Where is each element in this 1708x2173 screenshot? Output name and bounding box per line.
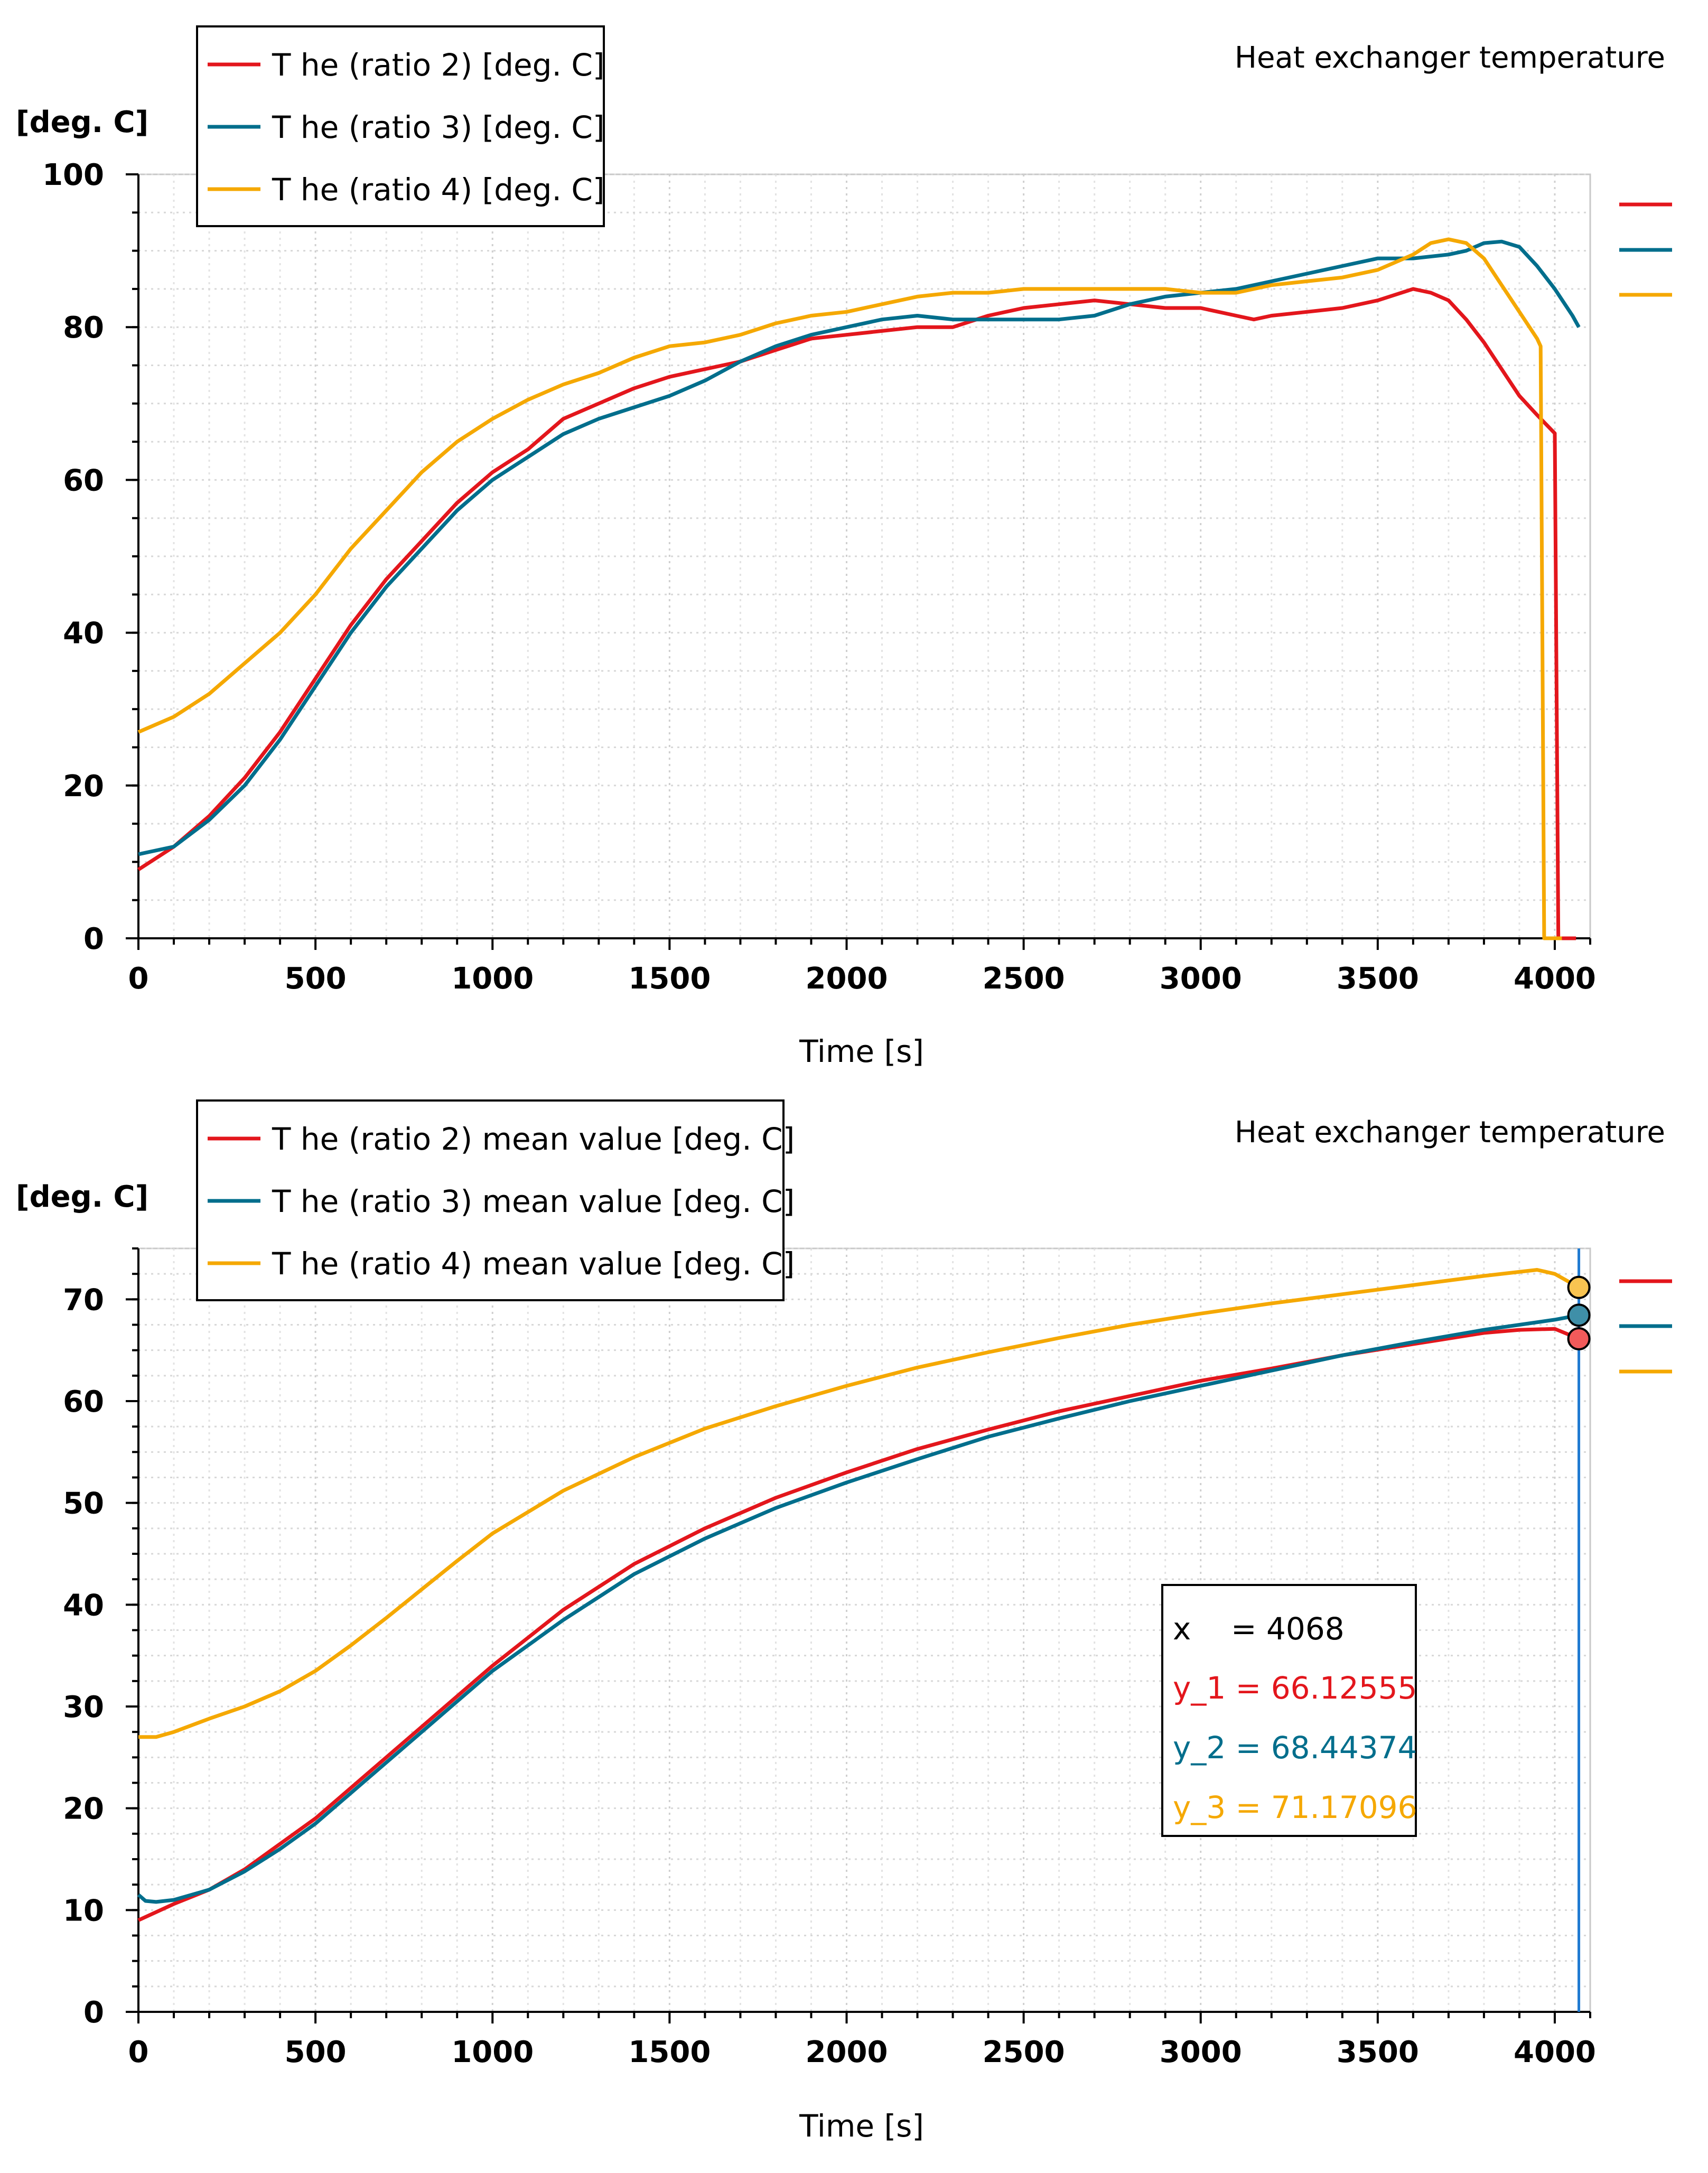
- x-tick-label: 3500: [1337, 962, 1419, 996]
- chart-1-legend: T he (ratio 2) [deg. C] T he (ratio 3) […: [196, 25, 605, 227]
- x-tick-label: 0: [128, 2035, 149, 2069]
- chart-2-x-label: Time [s]: [799, 2108, 924, 2144]
- chart-1-grid: [137, 173, 1591, 939]
- legend-label-ratio-2: T he (ratio 2) [deg. C]: [272, 47, 604, 83]
- x-tick-label: 4000: [1514, 2035, 1596, 2069]
- legend-label-ratio-3: T he (ratio 3) [deg. C]: [272, 109, 604, 145]
- cursor-readout-box: [1161, 1584, 1417, 1837]
- chart-2-axes: 0 500 1000 1500 2000 2500 3000 3500 4000 0 10 20 30 4…: [63, 1247, 1596, 2069]
- cursor-y1-value: y_1 = 66.12555: [1173, 1670, 1417, 1706]
- y-tick-label: 20: [63, 1792, 104, 1826]
- y-tick-label: 40: [63, 1588, 104, 1622]
- y-tick-label: 0: [83, 922, 104, 956]
- x-tick-label: 0: [128, 962, 149, 996]
- cursor-dot-ratio-4[interactable]: [1567, 1275, 1591, 1299]
- legend-box: [196, 1099, 785, 1301]
- cursor-y2-value: y_2 = 68.44374: [1173, 1730, 1417, 1766]
- x-tick-label: 2000: [806, 962, 888, 996]
- y-tick-label: 50: [63, 1487, 104, 1521]
- chart-2-legend: T he (ratio 2) mean value [deg. C] T he …: [196, 1099, 795, 1301]
- y-tick-label: 60: [63, 463, 104, 498]
- y-tick-label: 10: [63, 1894, 104, 1928]
- series-line-ratio-4-mean: [138, 1268, 1580, 1739]
- y-tick-label: 100: [42, 158, 104, 192]
- y-tick-label: 70: [63, 1283, 104, 1317]
- chart-1-x-label: Time [s]: [799, 1033, 924, 1069]
- series-line-ratio-3-mean: [137, 1313, 1580, 1904]
- chart-2: Heat exchanger temperature [deg. C] Time…: [16, 1099, 1672, 2144]
- x-tick-label: 3000: [1160, 962, 1242, 996]
- y-tick-label: 40: [63, 617, 104, 651]
- x-tick-label: 3000: [1160, 2035, 1242, 2069]
- legend-label-ratio-2-mean: T he (ratio 2) mean value [deg. C]: [272, 1121, 795, 1157]
- x-tick-label: 1500: [628, 962, 711, 996]
- chart-1-axes: 0 500 1000 1500 2000 2500 3000 3500 4000 0 20 40 60 8…: [42, 158, 1596, 996]
- chart-1: Heat exchanger temperature [deg. C] Time…: [16, 25, 1672, 1069]
- cursor-x-label: x: [1173, 1611, 1191, 1647]
- chart-1-y-label: [deg. C]: [16, 105, 148, 139]
- chart-2-plot[interactable]: [137, 1248, 1591, 2012]
- legend-box: [196, 25, 605, 227]
- legend-label-ratio-4-mean: T he (ratio 4) mean value [deg. C]: [272, 1246, 795, 1282]
- cursor-dot-ratio-3[interactable]: [1567, 1303, 1591, 1327]
- x-tick-label: 3500: [1337, 2035, 1419, 2069]
- y-tick-label: 80: [63, 311, 104, 345]
- cursor-x-value: = 4068: [1231, 1611, 1345, 1647]
- legend-label-ratio-4: T he (ratio 4) [deg. C]: [272, 172, 604, 208]
- y-tick-label: 0: [83, 1995, 104, 2030]
- legend-label-ratio-3-mean: T he (ratio 3) mean value [deg. C]: [272, 1183, 795, 1219]
- x-tick-label: 2500: [983, 962, 1065, 996]
- series-line-ratio-3: [138, 239, 1581, 856]
- y-tick-label: 30: [63, 1690, 104, 1724]
- plot-frame: [137, 173, 1591, 939]
- cursor-y3-value: y_3 = 71.17096: [1173, 1789, 1417, 1825]
- series-line-ratio-2: [137, 287, 1576, 940]
- series-line-ratio-4: [137, 237, 1562, 940]
- x-tick-label: 2000: [806, 2035, 888, 2069]
- cursor-readout[interactable]: x = 4068 y_1 = 66.12555 y_2 = 68.44374 y…: [1161, 1584, 1417, 1837]
- cursor-dot-ratio-2[interactable]: [1567, 1327, 1591, 1350]
- x-tick-label: 4000: [1514, 962, 1596, 996]
- x-tick-label: 2500: [983, 2035, 1065, 2069]
- x-tick-label: 500: [285, 2035, 347, 2069]
- x-tick-label: 500: [285, 962, 347, 996]
- chart-1-plot[interactable]: [137, 237, 1581, 940]
- x-tick-label: 1000: [451, 2035, 534, 2069]
- y-tick-label: 20: [63, 769, 104, 804]
- x-tick-label: 1000: [451, 962, 534, 996]
- y-tick-label: 60: [63, 1385, 104, 1419]
- chart-2-y-label: [deg. C]: [16, 1180, 148, 1214]
- x-tick-label: 1500: [628, 2035, 711, 2069]
- chart-1-title: Heat exchanger temperature: [1235, 41, 1665, 75]
- chart-2-title: Heat exchanger temperature: [1235, 1115, 1665, 1150]
